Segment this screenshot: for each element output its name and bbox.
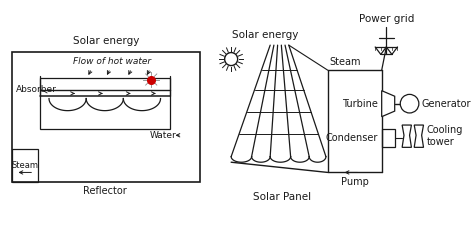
Polygon shape <box>402 125 411 147</box>
Text: Solar energy: Solar energy <box>73 36 139 46</box>
Text: Solar Panel: Solar Panel <box>253 192 311 202</box>
Text: Steam: Steam <box>11 161 38 170</box>
Circle shape <box>400 94 419 113</box>
Polygon shape <box>414 125 423 147</box>
Bar <box>382 129 395 147</box>
Text: Reflector: Reflector <box>83 186 127 196</box>
Text: Cooling
tower: Cooling tower <box>426 125 463 147</box>
Bar <box>12 149 38 182</box>
Text: Pump: Pump <box>341 177 369 187</box>
Text: Generator: Generator <box>422 99 471 109</box>
Text: Solar energy: Solar energy <box>232 30 299 40</box>
Text: Turbine: Turbine <box>342 99 378 109</box>
Text: Condenser: Condenser <box>326 133 378 143</box>
Bar <box>40 78 170 129</box>
Text: Power grid: Power grid <box>359 14 414 24</box>
Text: Flow of hot water: Flow of hot water <box>73 56 151 65</box>
Text: Water: Water <box>150 131 177 140</box>
Bar <box>12 52 200 182</box>
Text: Steam: Steam <box>329 56 361 67</box>
Polygon shape <box>382 91 395 117</box>
Text: Absorber: Absorber <box>16 85 56 94</box>
